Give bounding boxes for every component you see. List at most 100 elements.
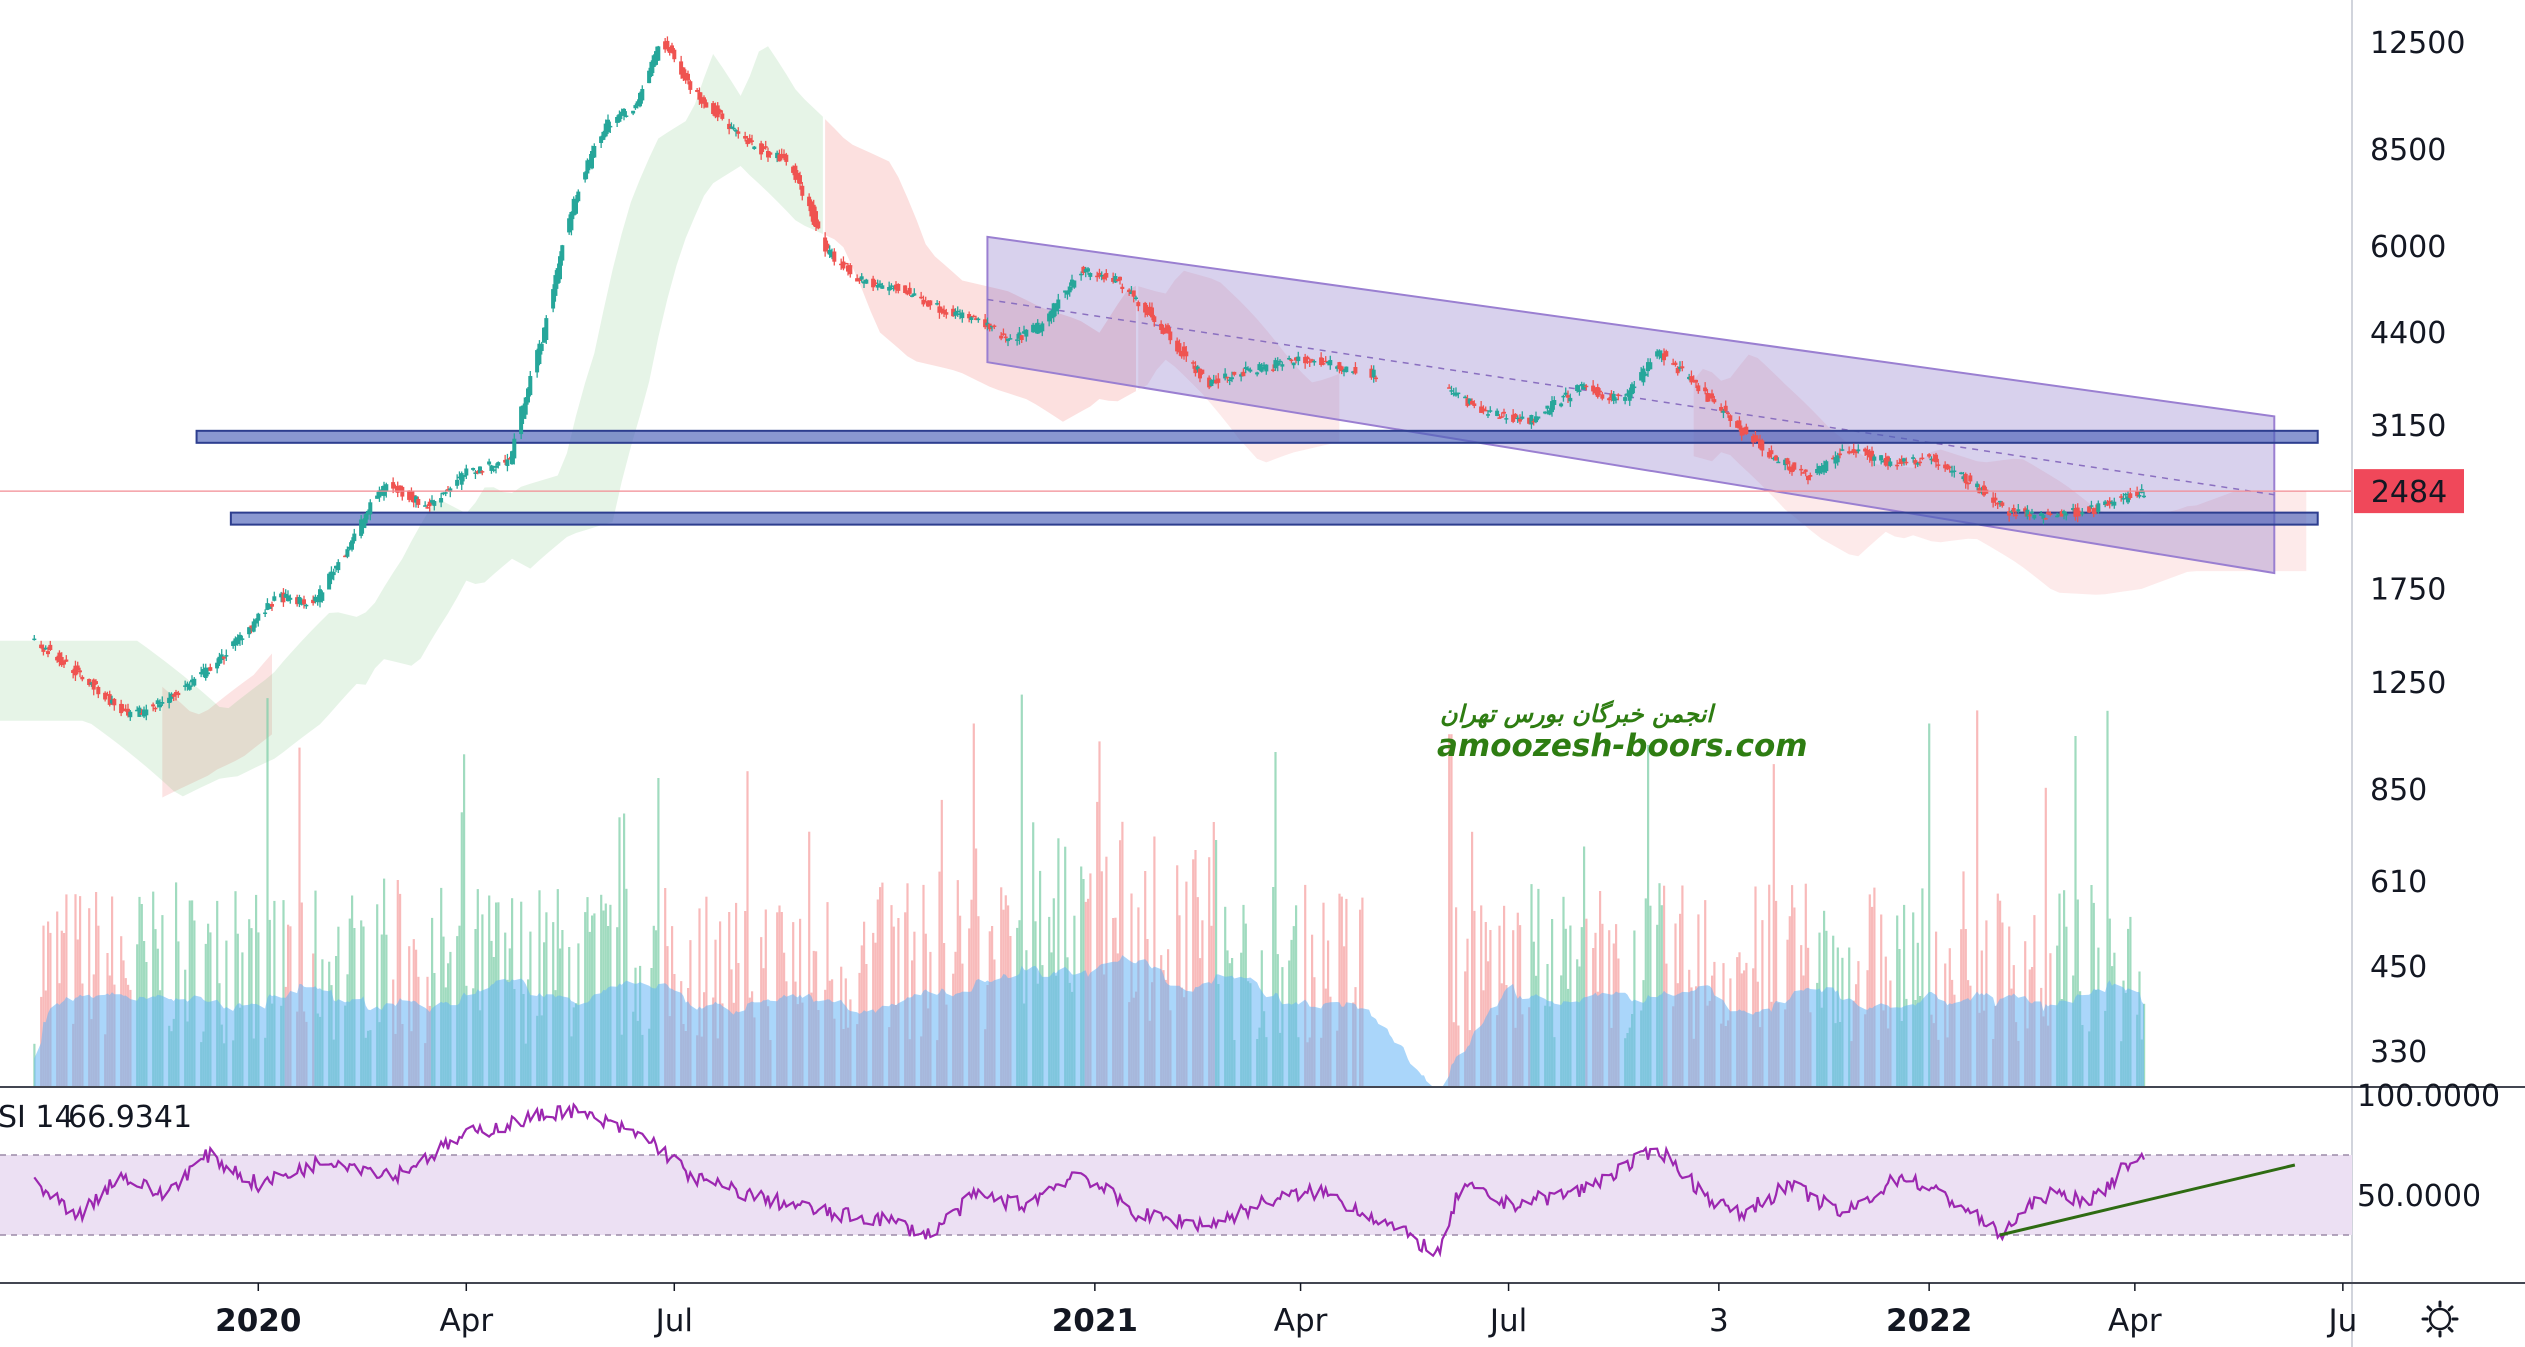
volume-bar: [1772, 764, 1775, 1087]
candle-body: [1739, 428, 1744, 436]
candle-body: [512, 438, 517, 459]
candle-body: [743, 136, 748, 139]
candle-body: [2112, 501, 2117, 506]
time-axis[interactable]: 2020 Apr Jul 2021 Apr Jul 3 2022 Apr Ju: [215, 1283, 2357, 1339]
volume-bar: [1194, 850, 1197, 1087]
candle-body: [1657, 350, 1662, 354]
candle-body: [2094, 510, 2098, 512]
volume-bar: [538, 890, 541, 1087]
candle-body: [1227, 379, 1232, 381]
candle-body: [775, 152, 780, 159]
candle-body: [110, 699, 114, 704]
volume-bar: [1903, 904, 1906, 1087]
volume-bar: [1272, 887, 1275, 1087]
candle-body: [1577, 390, 1582, 392]
candle-body: [1225, 376, 1230, 379]
candle-body: [430, 500, 434, 503]
volume-bar: [1448, 734, 1451, 1087]
volume-bar: [79, 896, 82, 1087]
candle-body: [793, 165, 798, 180]
candle-body: [809, 201, 814, 217]
volume-bar: [2058, 893, 2061, 1087]
candle-body: [270, 604, 274, 607]
volume-bar: [463, 754, 466, 1087]
rsi-trendline[interactable]: [1999, 1163, 2296, 1237]
candle-body: [843, 262, 848, 265]
candle-body: [475, 471, 480, 474]
volume-bar: [728, 912, 731, 1087]
candle-body: [816, 221, 821, 229]
time-tick-label: Apr: [1274, 1303, 1328, 1339]
candle-body: [2128, 493, 2133, 498]
candle-body: [784, 154, 789, 162]
candle-body: [1191, 362, 1196, 364]
candle-body: [1723, 405, 1728, 412]
candle-body: [1161, 327, 1166, 334]
volume-bar: [881, 882, 884, 1087]
gear-icon[interactable]: [2421, 1300, 2459, 1338]
candle-body: [942, 309, 946, 314]
volume-bar: [956, 880, 959, 1087]
candle-body: [1952, 470, 1957, 472]
candle-body: [1728, 415, 1733, 421]
candle-body: [1193, 365, 1198, 374]
candle-body: [1488, 410, 1493, 412]
candle-body: [1687, 376, 1692, 380]
candle-body: [811, 204, 816, 225]
candle-body: [363, 514, 368, 524]
candle-body: [640, 89, 645, 101]
candle-body: [171, 694, 176, 697]
candle-body: [951, 308, 956, 317]
candle-body: [1991, 497, 1996, 503]
rsi-line: [33, 1102, 2146, 1258]
candle-body: [990, 325, 994, 328]
volume-bar: [1345, 898, 1348, 1087]
volume-bar: [1464, 971, 1467, 1087]
volume-bar: [876, 899, 879, 1087]
candle-body: [1454, 392, 1458, 396]
volume-bar: [744, 911, 747, 1087]
volume-bar: [376, 904, 379, 1087]
candle-body: [279, 593, 284, 598]
candle-body: [1067, 286, 1072, 293]
candle-body: [487, 461, 492, 465]
candle-body: [542, 327, 546, 343]
candle-body: [1175, 340, 1180, 352]
candle-body: [1243, 367, 1248, 369]
candle-body: [297, 597, 302, 604]
candle-body: [1712, 399, 1717, 403]
volume-tick-label: 610: [2370, 865, 2427, 900]
candle-body: [1145, 310, 1150, 315]
candle-body: [1038, 329, 1042, 333]
volume-tick-label: 450: [2370, 950, 2427, 985]
candle-body: [544, 318, 549, 340]
candle-body: [558, 256, 562, 280]
volume-bar: [863, 921, 866, 1087]
candle-body: [1056, 299, 1061, 309]
candle-body: [62, 661, 66, 665]
candle-body: [1312, 361, 1317, 363]
candle-body: [761, 147, 766, 150]
candle-body: [1152, 316, 1157, 322]
volume-bar: [890, 905, 893, 1087]
rsi-pane[interactable]: SI 14 66.9341 100.0000 50.0000: [0, 1079, 2500, 1258]
candle-body: [1147, 306, 1152, 315]
candle-body: [1015, 339, 1020, 341]
candle-body: [825, 243, 830, 249]
candle-body: [1993, 497, 1998, 501]
candle-body: [523, 397, 528, 415]
candle-body: [1673, 362, 1678, 365]
price-axis[interactable]: 12500 8500 6000 4400 3150 1750 1250 850 610 450 33…: [2351, 0, 2465, 1347]
candle-body: [190, 679, 194, 683]
candle-body: [1499, 416, 1504, 418]
volume-bar: [1537, 888, 1540, 1087]
support-zones[interactable]: [195, 429, 2319, 526]
candle-body: [590, 151, 594, 169]
candle-body: [1031, 324, 1036, 333]
candle-body: [1374, 377, 1378, 380]
candle-body: [1689, 376, 1694, 383]
candle-body: [1735, 421, 1740, 428]
watermark-persian: انجمن خبرگان بورس تهران: [1440, 699, 1716, 729]
volume-bar: [1295, 905, 1298, 1087]
